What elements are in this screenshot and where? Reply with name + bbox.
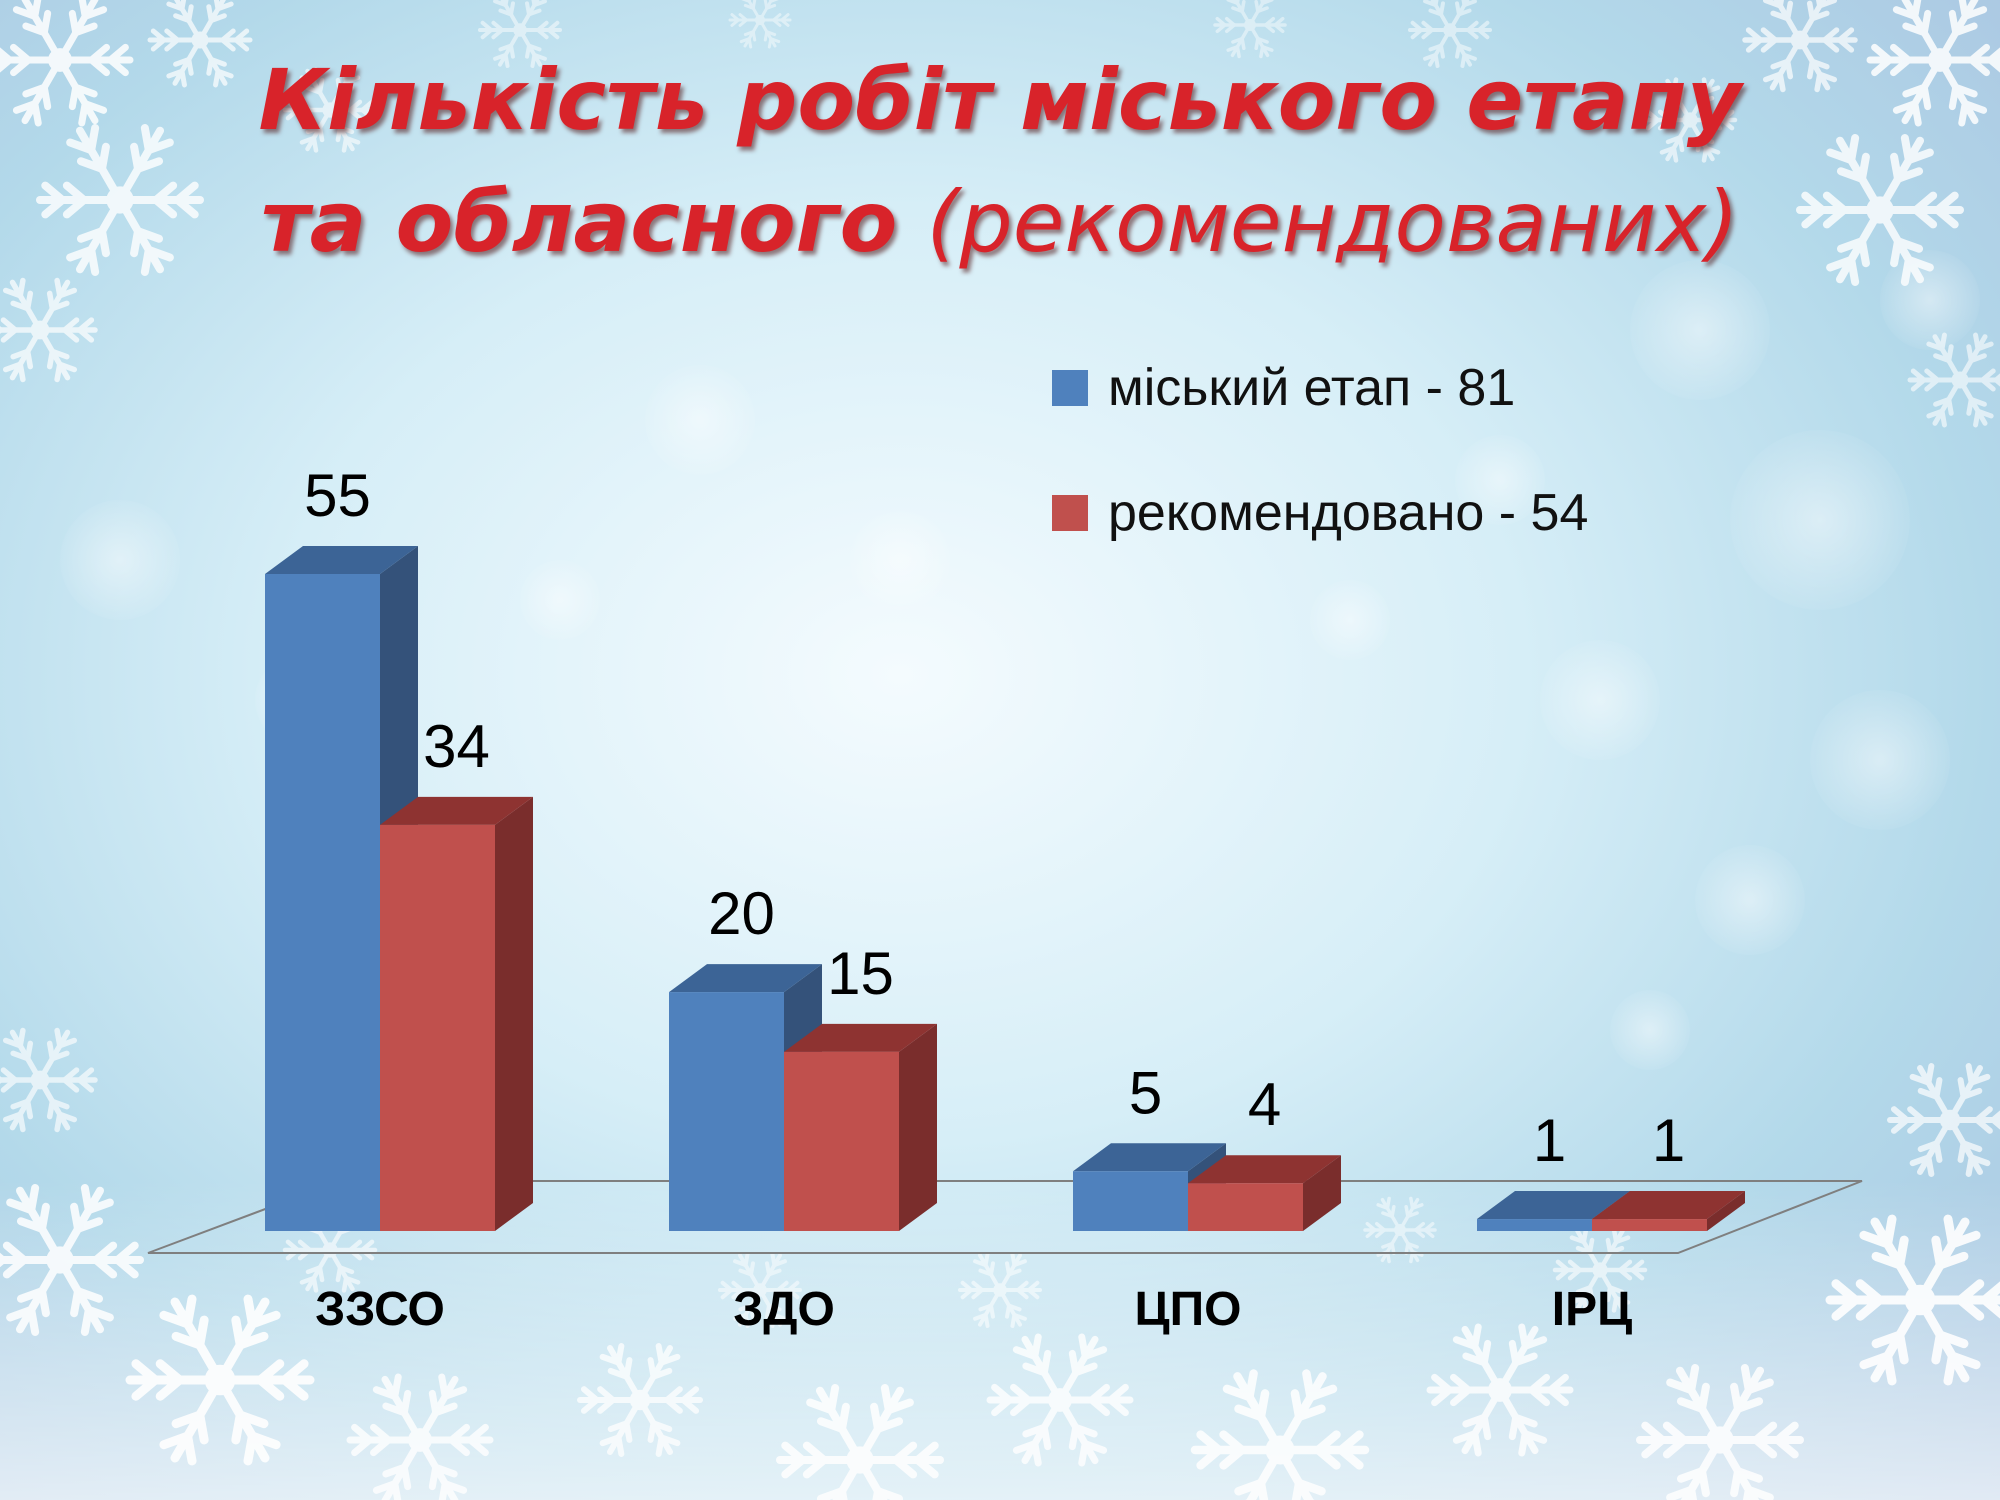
snowflake-icon — [577, 1343, 703, 1457]
bar-front — [265, 574, 380, 1231]
bar-front — [1188, 1183, 1303, 1231]
bokeh-circle — [1540, 640, 1660, 760]
bar-front — [669, 992, 784, 1231]
snowflake-icon — [1552, 1227, 1648, 1313]
legend-label-series-2: рекомендовано - 54 — [1108, 484, 1589, 542]
data-label-1-2: 20 — [708, 880, 775, 947]
bokeh-circle — [645, 365, 755, 475]
bar-2-3 — [1188, 1155, 1341, 1231]
chart-title-bold-part: та обласного — [261, 173, 927, 271]
bar-2-4 — [1592, 1191, 1745, 1231]
bar-top — [1188, 1155, 1341, 1184]
snowflake-icon — [1642, 77, 1738, 163]
bar-front — [1073, 1171, 1188, 1231]
chart-title-line-1: Кількість робіт міського етапу — [258, 51, 1742, 149]
bar-top — [1592, 1191, 1745, 1220]
snowflake-icon — [1408, 0, 1492, 68]
snowflake-icon — [1636, 1364, 1804, 1500]
snowflake-icon — [282, 67, 378, 153]
snowflake-icon — [1363, 1196, 1437, 1264]
bokeh-circle — [1310, 580, 1390, 660]
bar-front — [1477, 1219, 1592, 1231]
legend-swatch-series-1 — [1052, 370, 1088, 406]
snowflake-icon — [125, 1294, 315, 1466]
snowflake-icon — [147, 0, 253, 88]
chart-title-light-part: (рекомендованих) — [926, 173, 1739, 271]
snowflake-icon — [0, 277, 98, 383]
bokeh-circle — [1455, 435, 1545, 525]
snowflake-icon — [718, 1252, 802, 1328]
bar-2-1 — [380, 796, 533, 1231]
bar-top — [784, 1023, 937, 1052]
snowflake-icon — [1887, 1063, 2000, 1177]
snowflake-icon — [0, 0, 134, 127]
bar-side — [899, 1023, 937, 1231]
bar-front — [380, 824, 495, 1231]
bokeh-circle — [850, 510, 950, 610]
snowflake-icon — [1866, 0, 2000, 127]
data-label-2-3: 4 — [1248, 1071, 1281, 1138]
snowflake-icon — [1742, 0, 1858, 93]
legend-label-series-1: міський етап - 81 — [1108, 359, 1516, 417]
snowflake-icon — [958, 1252, 1042, 1328]
category-label-3: ЦПО — [1135, 1283, 1242, 1336]
legend-item-series-1: міський етап - 81 — [1052, 359, 1515, 417]
data-label-1-3: 5 — [1129, 1059, 1162, 1126]
category-label-2: ЗДО — [733, 1283, 835, 1336]
data-label-2-2: 15 — [827, 940, 894, 1007]
snowflake-icon — [478, 0, 562, 68]
bokeh-circle — [1630, 260, 1770, 400]
legend-item-series-2: рекомендовано - 54 — [1052, 484, 1588, 542]
data-label-2-4: 1 — [1652, 1107, 1685, 1174]
bokeh-circle — [60, 500, 180, 620]
bar-front — [784, 1051, 899, 1231]
bar-front — [1592, 1219, 1707, 1231]
snowflake-icon — [986, 1333, 1134, 1467]
snowflake-icon — [36, 124, 204, 276]
snowflake-icon — [1907, 332, 2000, 428]
snowflake-icon — [776, 1384, 944, 1500]
bokeh-circle — [1810, 690, 1950, 830]
snowflake-icon — [346, 1373, 494, 1500]
snowflake-icon — [1426, 1323, 1574, 1457]
snowflake-icon — [1190, 1369, 1370, 1500]
bar-top — [1073, 1143, 1226, 1172]
bar-top — [669, 964, 822, 993]
bar-top — [265, 546, 418, 574]
data-label-1-4: 1 — [1533, 1107, 1566, 1174]
category-label-4: ІРЦ — [1552, 1283, 1632, 1336]
bar-side — [495, 796, 533, 1231]
snowflake-icon — [0, 1027, 98, 1133]
chart-title-line-2: та обласного (рекомендованих) — [0, 180, 2000, 264]
bokeh-circle — [1730, 430, 1910, 610]
snow-band — [0, 1180, 2000, 1500]
snowflake-icon — [1796, 134, 1964, 286]
bokeh-circle — [520, 560, 600, 640]
bokeh-circle — [1695, 845, 1805, 955]
snowflake-icon — [1825, 1214, 2000, 1386]
data-label-2-1: 34 — [423, 713, 490, 780]
snowflake-icon — [728, 0, 792, 49]
snowflake-icon — [1213, 0, 1287, 59]
bokeh-circle — [1610, 990, 1690, 1070]
data-label-1-1: 55 — [304, 462, 371, 529]
bar-top — [1477, 1191, 1630, 1220]
snowflake-icon — [0, 1184, 144, 1336]
bar-top — [380, 796, 533, 825]
bar-side — [1303, 1155, 1341, 1231]
category-label-1: ЗЗСО — [315, 1283, 445, 1336]
legend-swatch-series-2 — [1052, 495, 1088, 531]
bar-side — [1707, 1191, 1745, 1231]
bar-2-2 — [784, 1023, 937, 1231]
